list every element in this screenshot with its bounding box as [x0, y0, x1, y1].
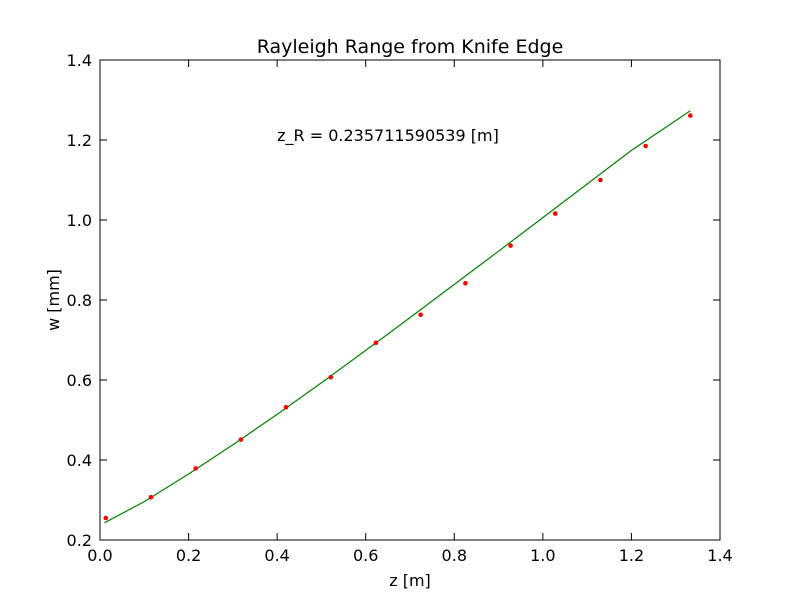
x-tick-label: 0.6: [353, 546, 378, 565]
data-point: [193, 466, 198, 471]
data-point: [418, 312, 423, 318]
data-point: [238, 437, 244, 442]
y-tick-label: 0.2: [67, 531, 92, 550]
plot-content: [103, 110, 693, 524]
data-point: [552, 211, 558, 216]
data-point: [598, 177, 603, 183]
x-tick-label: 1.2: [619, 546, 644, 565]
y-tick-label: 0.6: [67, 371, 92, 390]
x-tick-label: 0.8: [442, 546, 467, 565]
data-point: [688, 113, 693, 118]
y-tick-label: 1.2: [67, 131, 92, 150]
data-point: [103, 515, 109, 521]
chart-title: Rayleigh Range from Knife Edge: [257, 36, 564, 58]
rayleigh-range-annotation: z_R = 0.235711590539 [m]: [277, 126, 499, 146]
data-point: [508, 243, 513, 248]
y-tick-label: 1.0: [67, 211, 92, 230]
data-point: [283, 404, 289, 410]
data-point: [328, 374, 334, 380]
y-tick-label: 0.4: [67, 451, 92, 470]
y-tick-label: 1.4: [67, 51, 92, 70]
data-point: [643, 143, 648, 149]
x-tick-label: 1.0: [530, 546, 555, 565]
axis-ticks: 0.0 0.2 0.4 0.6 0.8 1.0 1.2 1.40.20.40.60.81.01…: [67, 51, 733, 565]
data-point: [373, 340, 379, 346]
x-tick-label: 1.4: [707, 546, 732, 565]
x-axis-label: z [m]: [389, 571, 431, 590]
x-tick-label: 0.4: [264, 546, 289, 565]
x-tick-label: 0.2: [176, 546, 201, 565]
y-axis-label: w [mm]: [44, 269, 63, 331]
data-point: [463, 280, 468, 286]
y-tick-label: 0.8: [67, 291, 92, 310]
x-tick-label: 0.0: [87, 546, 112, 565]
data-point: [148, 494, 154, 500]
